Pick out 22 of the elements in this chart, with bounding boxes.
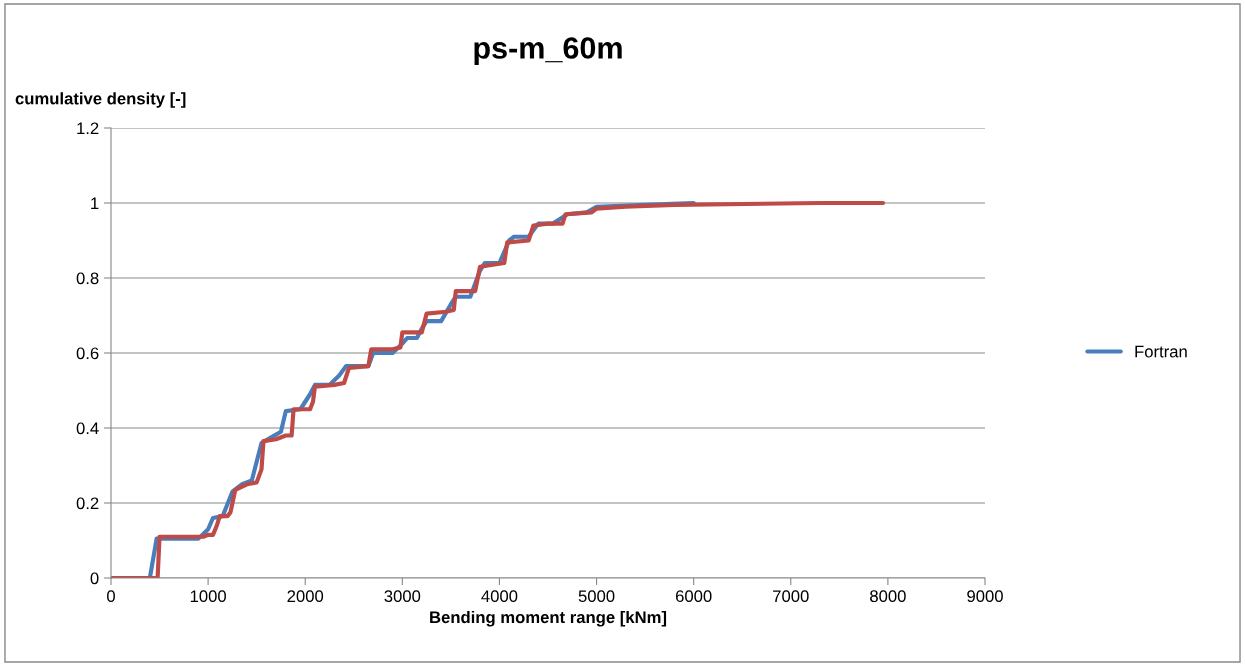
line-series (111, 200, 886, 578)
x-tick-label: 2000 (287, 590, 324, 603)
y-tick-label: 0.8 (76, 272, 99, 285)
y-tick-label: 1 (91, 197, 99, 210)
x-tick-label: 0 (107, 590, 115, 603)
y-axis-title: cumulative density [-] (15, 92, 186, 108)
x-tick-label: 3000 (384, 590, 421, 603)
x-tick-label: 4000 (481, 590, 518, 603)
x-tick-label: 7000 (773, 590, 809, 603)
x-tick-label: 1000 (190, 590, 226, 603)
y-tick-label: 0.4 (76, 422, 99, 435)
y-tick-label: 0.2 (76, 497, 99, 510)
x-tick-label: 9000 (967, 590, 1003, 603)
x-tick-label: 5000 (578, 590, 615, 603)
y-tick-label: 1.2 (77, 122, 99, 135)
x-tick-label: 6000 (675, 590, 712, 603)
x-axis-title: Bending moment range [kNm] (430, 610, 667, 627)
y-tick-label: 0 (90, 572, 99, 585)
chart-title: ps-m_60m (474, 37, 622, 65)
legend-label: Fortran (1135, 345, 1187, 358)
x-tick-label: 8000 (870, 590, 906, 603)
y-tick-label: 0.6 (76, 347, 99, 360)
